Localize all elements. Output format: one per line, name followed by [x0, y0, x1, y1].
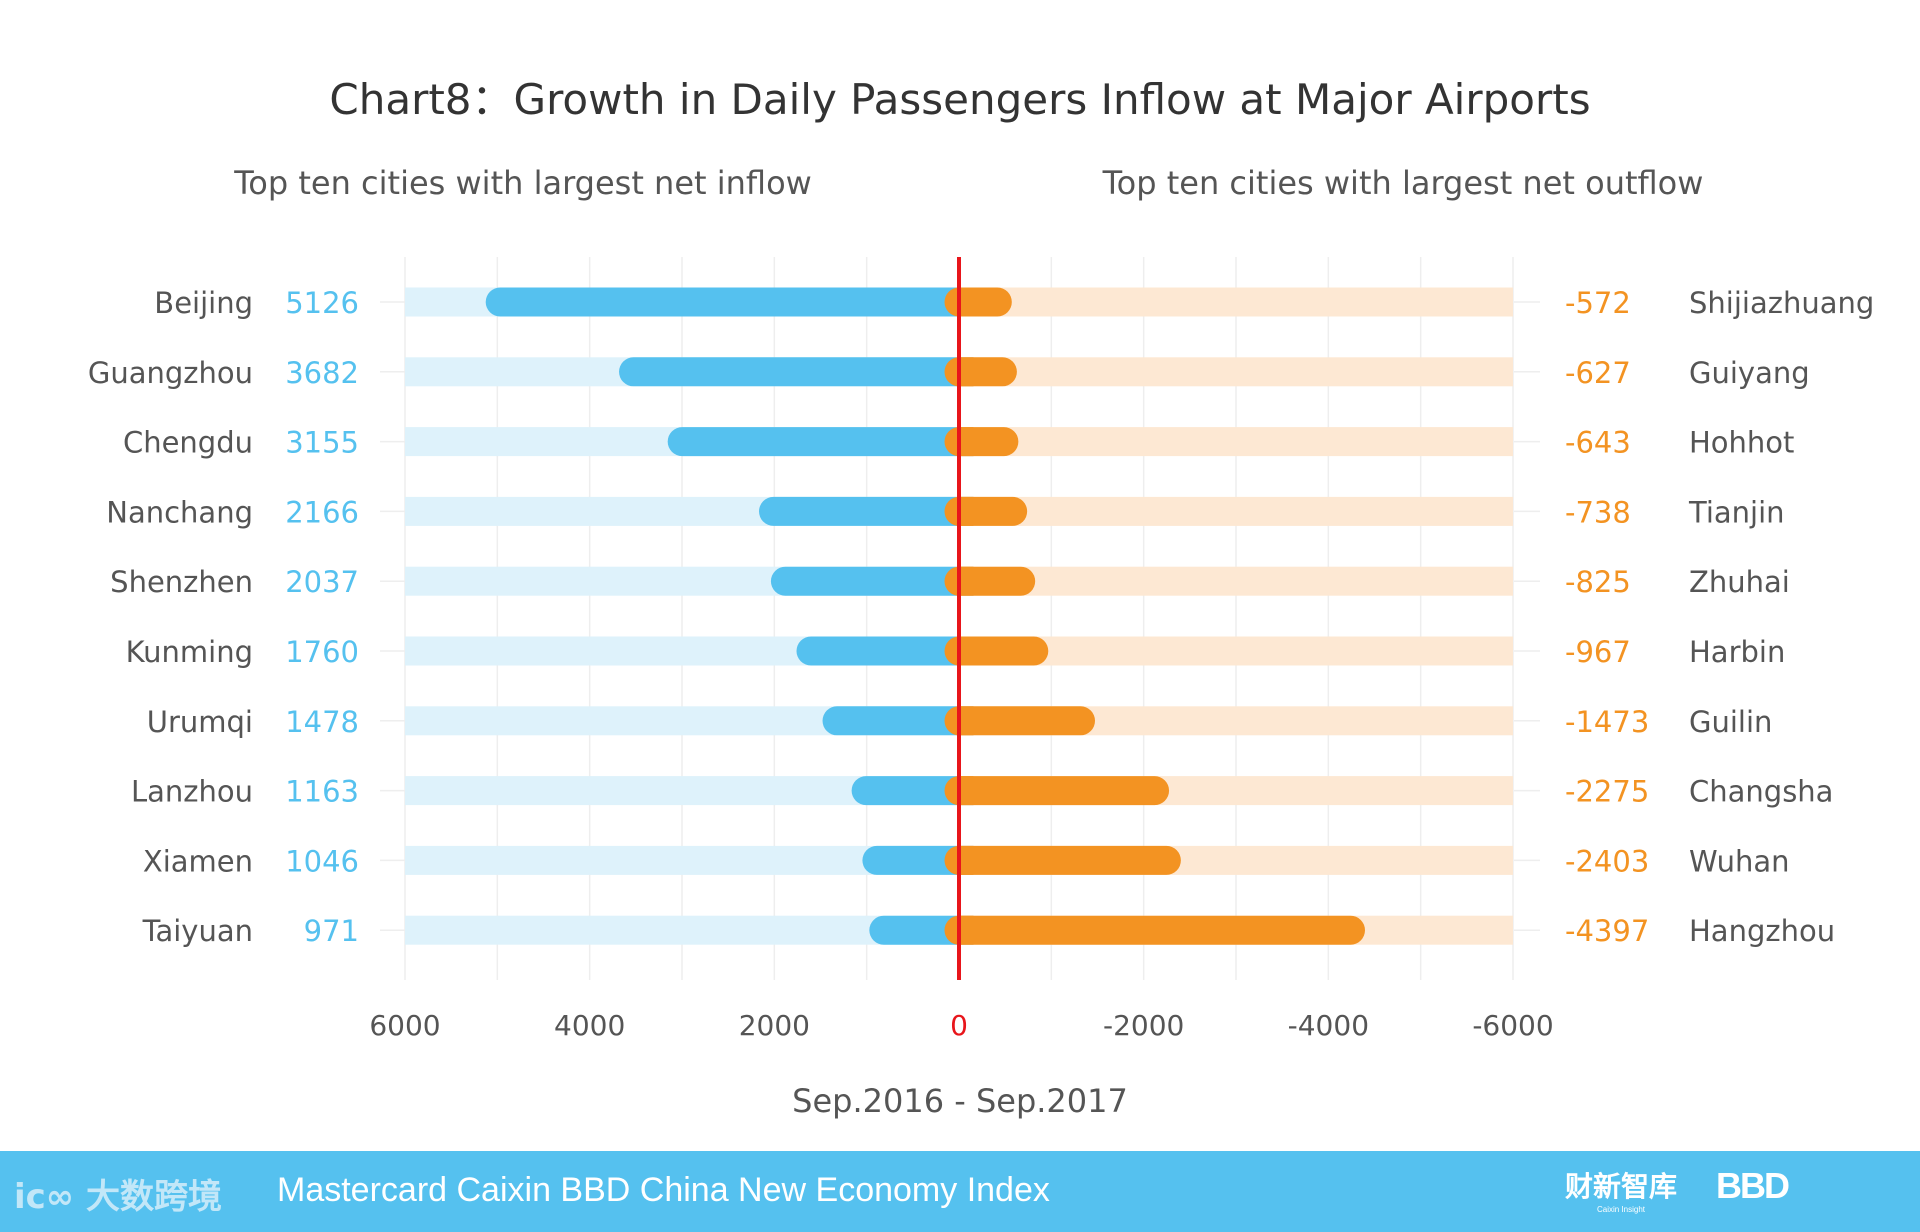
outflow-city-label: Tianjin	[1688, 495, 1785, 529]
caixin-insight-logo: 财新智库 Caixin Insight	[1565, 1165, 1677, 1214]
caixin-logo-text: 财新智库	[1565, 1171, 1678, 1202]
inflow-city-label: Chengdu	[123, 426, 253, 460]
outflow-bar	[944, 845, 1181, 875]
caixin-logo-sub: Caixin Insight	[1596, 1205, 1646, 1214]
outflow-track	[959, 427, 1513, 457]
x-tick-label: -6000	[1472, 1009, 1553, 1042]
x-tick-label: -4000	[1288, 1009, 1369, 1042]
outflow-bar-start	[959, 776, 974, 806]
inflow-city-label: Guangzhou	[88, 356, 253, 390]
outflow-city-label: Guilin	[1689, 705, 1772, 739]
outflow-bar	[944, 706, 1096, 736]
outflow-bar-start	[959, 427, 974, 457]
outflow-city-label: Zhuhai	[1689, 565, 1790, 599]
outflow-bar	[944, 427, 1019, 457]
inflow-bar	[667, 427, 974, 457]
inflow-bar	[619, 357, 974, 387]
outflow-track	[959, 496, 1513, 526]
x-tick-label: -2000	[1103, 1009, 1184, 1042]
outflow-value-label: -738	[1565, 495, 1631, 529]
outflow-value-label: -967	[1565, 635, 1631, 669]
bbd-logo: BBD	[1716, 1165, 1790, 1206]
subtitle-right: Top ten cities with largest net outflow	[1102, 164, 1704, 202]
outflow-value-label: -643	[1565, 426, 1631, 460]
outflow-bar-start	[959, 566, 974, 596]
outflow-city-label: Changsha	[1689, 775, 1833, 809]
inflow-value-label: 2166	[285, 495, 359, 529]
inflow-city-label: Shenzhen	[110, 565, 253, 599]
outflow-track	[959, 566, 1513, 596]
outflow-city-label: Hangzhou	[1689, 914, 1835, 948]
inflow-bar	[759, 496, 974, 526]
outflow-bar	[944, 496, 1028, 526]
inflow-value-label: 3155	[285, 426, 359, 460]
x-axis-label: Sep.2016 - Sep.2017	[792, 1082, 1128, 1120]
outflow-bar-start	[959, 845, 974, 875]
inflow-value-label: 1478	[285, 705, 359, 739]
outflow-city-label: Shijiazhuang	[1689, 286, 1874, 320]
outflow-bar-start	[959, 636, 974, 666]
x-tick-label: 0	[950, 1009, 968, 1042]
outflow-bar	[944, 776, 1170, 806]
outflow-value-label: -825	[1565, 565, 1631, 599]
outflow-value-label: -2403	[1565, 844, 1649, 878]
outflow-value-label: -627	[1565, 356, 1631, 390]
outflow-track	[959, 636, 1513, 666]
inflow-city-label: Urumqi	[147, 705, 253, 739]
inflow-value-label: 1163	[285, 775, 359, 809]
outflow-bar	[944, 357, 1017, 387]
outflow-city-label: Guiyang	[1689, 356, 1810, 390]
outflow-track	[959, 287, 1513, 317]
inflow-city-label: Kunming	[126, 635, 253, 669]
x-tick-label: 4000	[554, 1009, 625, 1042]
outflow-value-label: -572	[1565, 286, 1631, 320]
inflow-value-label: 971	[304, 914, 359, 948]
outflow-bar	[944, 287, 1012, 317]
x-tick-label: 6000	[369, 1009, 440, 1042]
outflow-bar	[944, 915, 1365, 945]
inflow-bar	[862, 845, 974, 875]
inflow-city-label: Taiyuan	[142, 914, 253, 948]
inflow-value-label: 1760	[285, 635, 359, 669]
outflow-bar-start	[959, 706, 974, 736]
footer-title: Mastercard Caixin BBD China New Economy …	[277, 1171, 1050, 1209]
outflow-track	[959, 357, 1513, 387]
outflow-value-label: -2275	[1565, 775, 1649, 809]
inflow-value-label: 5126	[285, 286, 359, 320]
inflow-value-label: 3682	[285, 356, 359, 390]
outflow-city-label: Wuhan	[1689, 844, 1790, 878]
outflow-value-label: -4397	[1565, 914, 1649, 948]
dashu-kuajing-logo: ic∞ 大数跨境	[14, 1177, 222, 1217]
outflow-bar-start	[959, 496, 974, 526]
outflow-city-label: Hohhot	[1689, 426, 1794, 460]
inflow-bar	[770, 566, 974, 596]
inflow-bar	[851, 776, 974, 806]
inflow-value-label: 1046	[285, 844, 359, 878]
outflow-bar-start	[959, 915, 974, 945]
chart: Chart8：Growth in Daily Passengers Inflow…	[88, 75, 1874, 1120]
inflow-track	[405, 915, 959, 945]
chart-title: Chart8：Growth in Daily Passengers Inflow…	[329, 75, 1590, 124]
x-tick-label: 2000	[739, 1009, 810, 1042]
outflow-city-label: Harbin	[1689, 635, 1785, 669]
inflow-city-label: Beijing	[154, 286, 253, 320]
subtitle-left: Top ten cities with largest net inflow	[233, 164, 812, 202]
inflow-city-label: Nanchang	[106, 495, 253, 529]
inflow-bar	[485, 287, 974, 317]
footer-banner: ic∞ 大数跨境 Mastercard Caixin BBD China New…	[0, 1151, 1920, 1232]
inflow-city-label: Xiamen	[143, 844, 253, 878]
inflow-value-label: 2037	[285, 565, 359, 599]
inflow-bar	[796, 636, 974, 666]
inflow-city-label: Lanzhou	[131, 775, 253, 809]
outflow-bar-start	[959, 357, 974, 387]
inflow-bar	[822, 706, 974, 736]
outflow-bar-start	[959, 287, 974, 317]
outflow-value-label: -1473	[1565, 705, 1649, 739]
